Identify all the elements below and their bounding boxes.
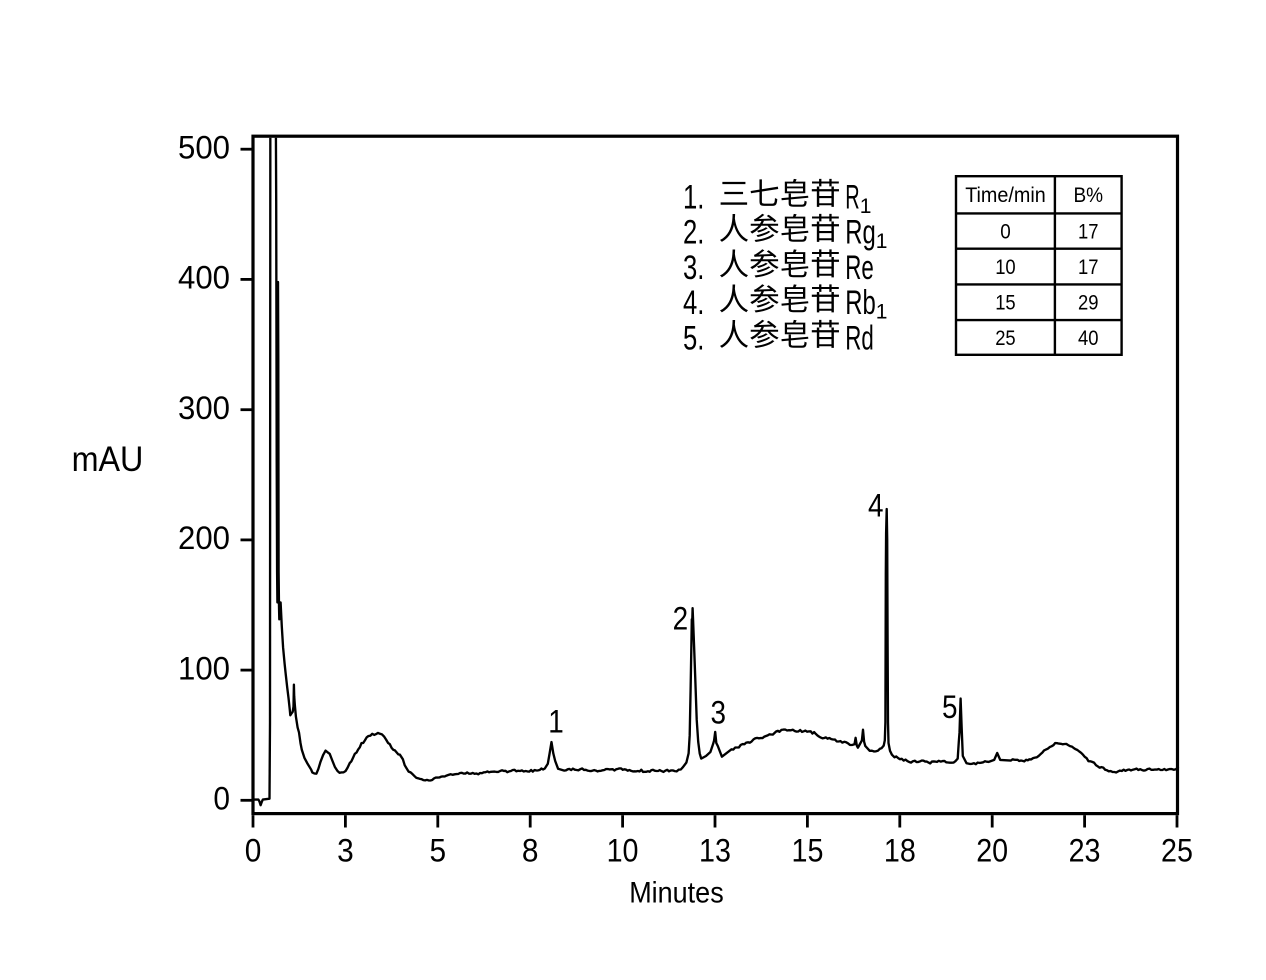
svg-text:17: 17 (1078, 255, 1099, 279)
svg-text:0: 0 (1000, 220, 1011, 244)
svg-text:Minutes: Minutes (629, 877, 724, 910)
svg-text:400: 400 (178, 260, 230, 296)
svg-text:10: 10 (607, 832, 639, 868)
svg-text:8: 8 (522, 832, 539, 868)
svg-text:100: 100 (178, 650, 230, 686)
svg-text:0: 0 (213, 781, 230, 817)
svg-text:15: 15 (995, 291, 1016, 315)
svg-text:200: 200 (178, 520, 230, 556)
svg-text:23: 23 (1069, 832, 1101, 868)
svg-text:40: 40 (1078, 326, 1099, 350)
svg-text:5: 5 (942, 689, 958, 725)
svg-text:1: 1 (548, 704, 564, 740)
svg-text:300: 300 (178, 390, 230, 426)
svg-text:25: 25 (1161, 832, 1193, 868)
svg-text:Time/min: Time/min (965, 184, 1046, 207)
svg-text:3: 3 (711, 695, 727, 731)
svg-text:mAU: mAU (72, 440, 144, 479)
svg-text:2: 2 (673, 601, 689, 637)
svg-text:17: 17 (1078, 220, 1099, 244)
svg-text:13: 13 (699, 832, 731, 868)
svg-text:B%: B% (1074, 184, 1104, 207)
svg-text:20: 20 (976, 832, 1008, 868)
svg-text:5: 5 (430, 832, 447, 868)
svg-text:25: 25 (995, 326, 1016, 350)
svg-text:15: 15 (792, 832, 824, 868)
svg-text:4: 4 (868, 488, 884, 524)
svg-text:10: 10 (995, 255, 1016, 279)
svg-text:0: 0 (245, 832, 262, 868)
svg-text:3: 3 (337, 832, 354, 868)
svg-text:18: 18 (884, 832, 916, 868)
svg-text:500: 500 (178, 130, 230, 166)
svg-text:29: 29 (1078, 291, 1099, 315)
